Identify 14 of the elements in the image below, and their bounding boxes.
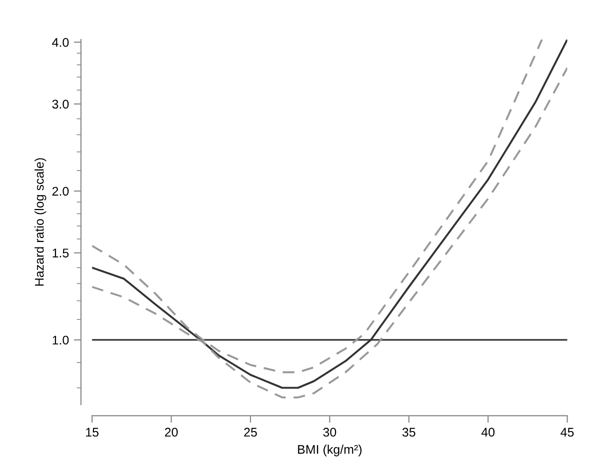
x-tick-label: 40 (481, 428, 495, 437)
x-tick-label: 25 (244, 428, 257, 437)
y-tick-label: 1.0 (52, 336, 69, 345)
x-tick-label: 45 (560, 428, 574, 437)
x-tick-label: 35 (402, 428, 416, 437)
y-tick-label: 4.0 (52, 38, 69, 47)
y-tick-label: 1.5 (52, 248, 69, 258)
x-tick-label: 30 (323, 428, 336, 437)
y-tick-label: 2.0 (52, 186, 69, 196)
x-tick-label: 20 (164, 428, 178, 437)
x-tick-label: 15 (86, 428, 98, 437)
y-axis-title: Hazard ratio (log scale) (34, 158, 46, 286)
y-tick-label: 3.0 (52, 100, 69, 109)
x-axis-title: BMI (kg/m²) (298, 444, 362, 456)
